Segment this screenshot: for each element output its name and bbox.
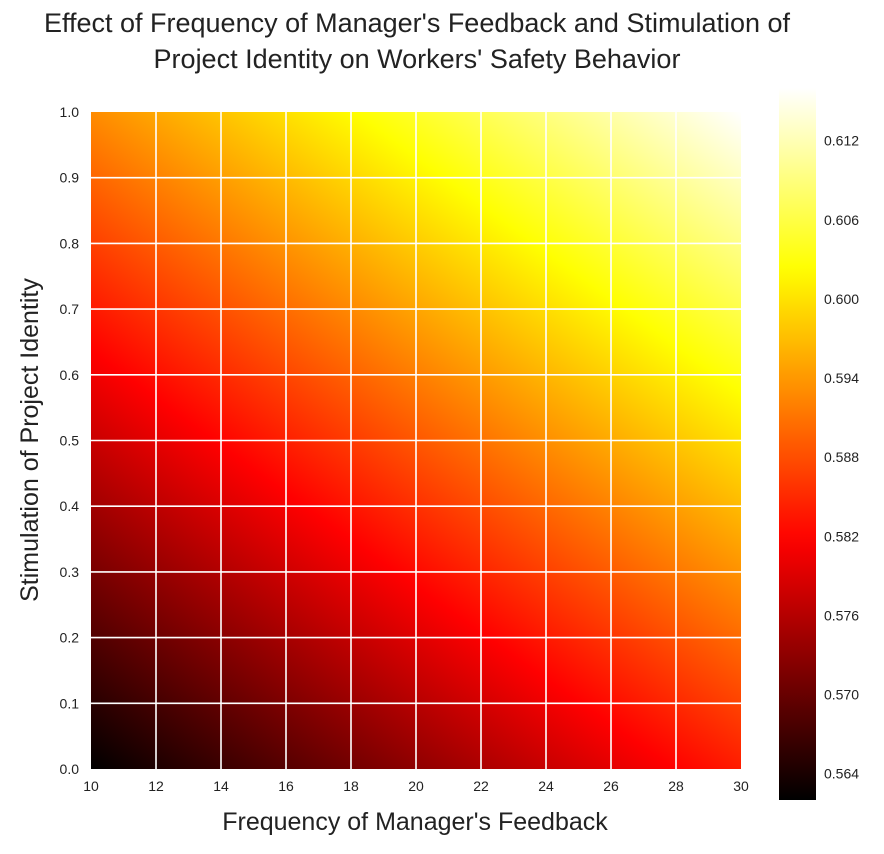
- colorbar-tick-label: 0.606: [824, 212, 859, 228]
- x-axis-label: Frequency of Manager's Feedback: [222, 808, 608, 836]
- colorbar-tick-label: 0.594: [824, 370, 859, 386]
- y-tick-label: 0.6: [60, 367, 80, 383]
- y-tick-label: 0.5: [60, 433, 80, 449]
- chart-title-line-2: Project Identity on Workers' Safety Beha…: [154, 44, 681, 74]
- colorbar-tick-label: 0.612: [824, 133, 859, 149]
- y-tick-label: 0.9: [60, 170, 80, 186]
- y-tick-label: 0.8: [60, 235, 80, 251]
- y-tick-label: 0.0: [60, 761, 80, 777]
- x-tick-label: 24: [538, 778, 554, 794]
- colorbar-tick-label: 0.582: [824, 528, 859, 544]
- colorbar-tick-label: 0.570: [824, 687, 859, 703]
- chart-title-line-1: Effect of Frequency of Manager's Feedbac…: [44, 8, 791, 38]
- x-tick-label: 12: [148, 778, 164, 794]
- colorbar-tick-label: 0.564: [824, 766, 859, 782]
- x-tick-label: 30: [733, 778, 749, 794]
- y-tick-label: 1.0: [60, 104, 80, 120]
- colorbar-tick-label: 0.576: [824, 607, 859, 623]
- colorbar: [779, 88, 816, 800]
- x-tick-label: 20: [408, 778, 424, 794]
- grid-lines: [91, 112, 741, 769]
- x-tick-label: 28: [668, 778, 684, 794]
- y-axis-label: Stimulation of Project Identity: [16, 278, 44, 602]
- x-tick-label: 10: [83, 778, 99, 794]
- x-axis-ticks: 10 12 14 16 18 20 22 24 26 28 30: [83, 778, 749, 794]
- x-tick-label: 16: [278, 778, 294, 794]
- x-tick-label: 14: [213, 778, 229, 794]
- colorbar-gradient: [779, 88, 816, 800]
- colorbar-ticks: 0.564 0.570 0.576 0.582 0.588 0.594 0.600 0.606…: [824, 133, 859, 782]
- y-tick-label: 0.3: [60, 564, 80, 580]
- colorbar-tick-label: 0.588: [824, 449, 859, 465]
- y-tick-label: 0.2: [60, 630, 80, 646]
- y-tick-label: 0.4: [60, 498, 80, 514]
- x-tick-label: 26: [603, 778, 619, 794]
- x-tick-label: 18: [343, 778, 359, 794]
- y-axis-ticks: 0.0 0.1 0.2 0.3 0.4 0.5 0.6 0.7 0.8 0.9 1.0: [60, 104, 80, 777]
- x-tick-label: 22: [473, 778, 489, 794]
- colorbar-tick-label: 0.600: [824, 291, 859, 307]
- y-tick-label: 0.1: [60, 695, 80, 711]
- y-tick-label: 0.7: [60, 301, 80, 317]
